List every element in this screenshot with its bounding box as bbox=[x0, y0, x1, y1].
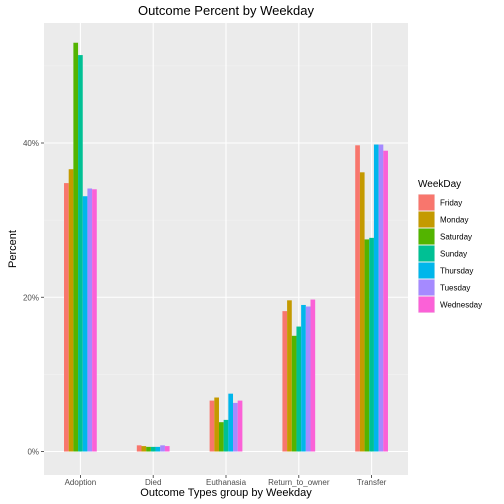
x-tick-label: Transfer bbox=[357, 478, 387, 487]
bar-return-to-owner-wednesday bbox=[310, 299, 316, 452]
bar-adoption-tuesday bbox=[87, 188, 93, 452]
bar-transfer-wednesday bbox=[383, 150, 388, 452]
bar-transfer-saturday bbox=[364, 239, 370, 452]
y-tick-label: 0% bbox=[27, 448, 39, 457]
bar-transfer-thursday bbox=[373, 144, 379, 452]
legend-label-wednesday: Wednesday bbox=[440, 301, 482, 310]
legend-title: WeekDay bbox=[418, 179, 461, 190]
bar-adoption-monday bbox=[68, 169, 74, 452]
bar-died-thursday bbox=[155, 446, 161, 452]
bar-return-to-owner-sunday bbox=[296, 326, 302, 452]
bar-died-sunday bbox=[150, 446, 156, 452]
legend-key-wednesday bbox=[418, 296, 435, 313]
bar-return-to-owner-monday bbox=[287, 300, 292, 452]
legend-label-tuesday: Tuesday bbox=[440, 284, 470, 293]
legend-key-sunday bbox=[418, 245, 435, 262]
bar-adoption-sunday bbox=[78, 55, 83, 452]
x-tick-label: Return_to_owner bbox=[268, 478, 330, 487]
bar-euthanasia-monday bbox=[214, 397, 219, 452]
bar-euthanasia-tuesday bbox=[233, 402, 238, 452]
bar-died-wednesday bbox=[164, 446, 170, 452]
x-tick-label: Died bbox=[145, 478, 161, 487]
bar-died-tuesday bbox=[160, 445, 165, 452]
bar-return-to-owner-friday bbox=[282, 311, 288, 452]
chart-title: Outcome Percent by Weekday bbox=[138, 3, 315, 18]
bars bbox=[64, 42, 388, 452]
legend-key-friday bbox=[418, 194, 435, 211]
bar-adoption-friday bbox=[64, 183, 69, 452]
bar-died-friday bbox=[136, 445, 142, 452]
bar-died-saturday bbox=[146, 446, 151, 452]
legend-label-saturday: Saturday bbox=[440, 233, 472, 242]
legend-label-monday: Monday bbox=[440, 216, 468, 225]
y-tick-label: 40% bbox=[23, 139, 39, 148]
y-axis: 0% 20% 40% bbox=[23, 139, 44, 457]
bar-adoption-thursday bbox=[82, 196, 88, 452]
legend-label-sunday: Sunday bbox=[440, 250, 467, 259]
x-tick-label: Adoption bbox=[65, 478, 97, 487]
bar-transfer-tuesday bbox=[378, 144, 384, 452]
bar-return-to-owner-saturday bbox=[291, 335, 297, 452]
legend-key-monday bbox=[418, 211, 435, 228]
x-tick-label: Euthanasia bbox=[206, 478, 247, 487]
bar-adoption-saturday bbox=[73, 42, 79, 452]
y-axis-title: Percent bbox=[7, 230, 19, 268]
bar-euthanasia-wednesday bbox=[237, 400, 243, 452]
legend-label-friday: Friday bbox=[440, 199, 462, 208]
y-tick-label: 20% bbox=[23, 293, 39, 302]
bar-return-to-owner-tuesday bbox=[305, 306, 311, 452]
bar-died-monday bbox=[141, 446, 147, 452]
legend-label-thursday: Thursday bbox=[440, 267, 473, 276]
bar-adoption-wednesday bbox=[92, 189, 97, 452]
bar-return-to-owner-thursday bbox=[301, 304, 306, 452]
bar-transfer-friday bbox=[355, 145, 360, 452]
legend: WeekDay Friday Monday Saturday Sunday Thursd… bbox=[418, 179, 482, 313]
x-axis-title: Outcome Types group by Weekday bbox=[140, 487, 312, 499]
x-axis: Adoption Died Euthanasia Return_to_owner Tra… bbox=[65, 475, 387, 487]
bar-euthanasia-thursday bbox=[228, 393, 234, 452]
legend-key-tuesday bbox=[418, 279, 435, 296]
bar-euthanasia-friday bbox=[209, 400, 215, 452]
bar-transfer-sunday bbox=[369, 237, 374, 452]
bar-transfer-monday bbox=[359, 172, 365, 452]
bar-euthanasia-saturday bbox=[218, 422, 224, 452]
legend-key-thursday bbox=[418, 262, 435, 279]
bar-euthanasia-sunday bbox=[223, 419, 229, 452]
legend-key-saturday bbox=[418, 228, 435, 245]
